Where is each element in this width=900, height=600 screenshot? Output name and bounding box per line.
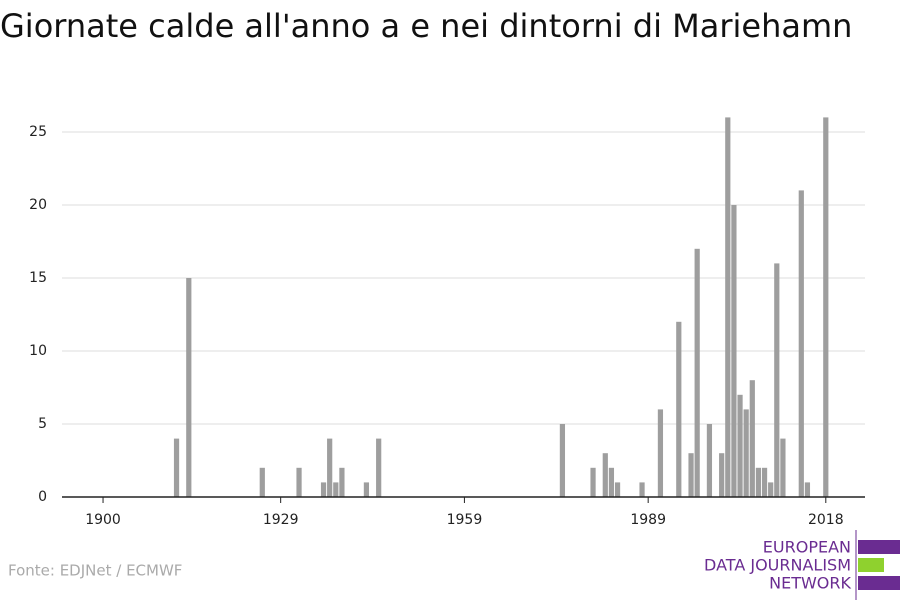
- x-tick-label: 1929: [263, 512, 299, 528]
- bar: [755, 467, 762, 497]
- bar: [173, 438, 180, 497]
- bar: [320, 482, 327, 497]
- logo-bar: [858, 540, 900, 554]
- x-tick-label: 1900: [85, 512, 121, 528]
- y-tick-label: 20: [29, 197, 47, 213]
- source: Fonte: EDJNet / ECMWF: [8, 562, 182, 580]
- bar: [823, 117, 829, 498]
- bar: [657, 409, 664, 497]
- bar: [768, 482, 774, 497]
- bar: [694, 248, 700, 497]
- bar: [780, 438, 786, 497]
- logo-text: EUROPEAN: [763, 538, 851, 557]
- bar: [339, 467, 345, 497]
- y-tick-label: 10: [29, 343, 47, 359]
- chart-title: Giornate calde all'anno a e nei dintorni…: [0, 7, 852, 45]
- bar: [774, 263, 780, 497]
- bar: [327, 438, 333, 497]
- bar: [639, 482, 645, 497]
- bar: [590, 467, 596, 497]
- bar: [688, 453, 694, 497]
- bar: [614, 482, 621, 497]
- logo-text: NETWORK: [769, 574, 851, 593]
- bar: [602, 453, 608, 497]
- bar: [376, 438, 382, 497]
- bar: [333, 482, 339, 497]
- y-tick-label: 5: [38, 416, 47, 432]
- y-tick-label: 15: [29, 270, 47, 286]
- bar: [743, 409, 749, 497]
- logo-text: DATA JOURNALISM: [704, 556, 851, 575]
- bar: [761, 467, 768, 497]
- logo-bar: [858, 576, 900, 590]
- x-tick-label: 1959: [447, 512, 483, 528]
- y-tick-label: 0: [38, 489, 47, 505]
- bar: [737, 394, 743, 497]
- y-tick-label: 25: [29, 124, 47, 140]
- bar: [719, 453, 725, 497]
- bar: [363, 482, 370, 497]
- bar: [559, 424, 566, 497]
- bar: [731, 205, 737, 497]
- bar: [676, 321, 682, 497]
- x-tick-label: 1989: [630, 512, 666, 528]
- bar: [186, 278, 192, 497]
- bar: [749, 380, 755, 497]
- bar: [804, 482, 811, 497]
- bar: [296, 467, 302, 497]
- bar: [725, 117, 731, 498]
- bar: [798, 190, 804, 497]
- bar: [706, 424, 713, 497]
- bar: [259, 467, 265, 497]
- x-tick-label: 2018: [808, 512, 844, 528]
- bar: [608, 467, 615, 497]
- logo-bar: [858, 558, 884, 572]
